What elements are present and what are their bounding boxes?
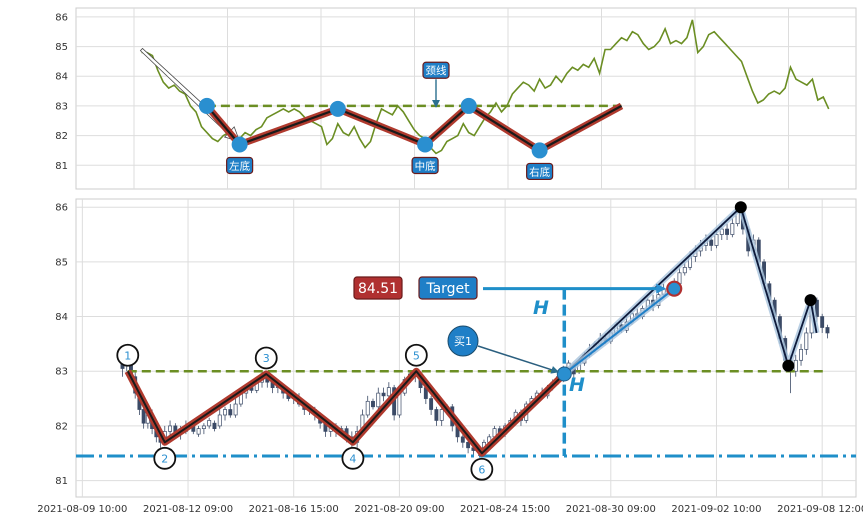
bottom-x-tick-label: 2021-08-16 15:00 (249, 504, 339, 515)
candle-body (233, 403, 238, 416)
bottom-pattern-line-inner (126, 370, 565, 455)
pattern-point-circle (116, 343, 140, 367)
pattern-point-label: 4 (349, 453, 356, 466)
candle-body (196, 428, 201, 435)
pattern-point-label: 2 (161, 453, 168, 466)
bottom-y-tick-label: 82 (55, 421, 68, 432)
top-neckline-label: 颈线 (426, 64, 447, 77)
top-pattern-dot (417, 136, 434, 153)
top-bottom-label-box (526, 162, 554, 181)
bottom-y-tick-label: 86 (55, 203, 68, 214)
candle-body (381, 392, 386, 397)
candle-body (201, 425, 206, 430)
top-bottom-label-box (226, 156, 254, 175)
bottom-x-tick-label: 2021-08-12 09:00 (143, 504, 233, 515)
candle-body (793, 359, 798, 372)
pattern-point-circle (404, 343, 428, 367)
candle-body (814, 299, 819, 317)
top-pattern-dot (460, 97, 477, 114)
candle-body (168, 425, 173, 432)
candle-body (217, 414, 222, 427)
pattern-point-label: 3 (263, 352, 270, 365)
target-line (563, 287, 675, 375)
top-bottom-label: 中底 (415, 159, 436, 172)
buy-marker (447, 325, 479, 357)
top-bottom-label-box (411, 156, 439, 175)
bottom-x-tick-label: 2021-08-30 09:00 (566, 504, 656, 515)
target-value-box (353, 276, 403, 300)
top-y-tick-label: 82 (55, 131, 68, 142)
pattern-point-label: 1 (124, 349, 131, 362)
top-pattern-dot (231, 136, 248, 153)
candle-body (212, 422, 217, 430)
candle-body (439, 409, 444, 421)
target-box (418, 276, 478, 300)
candle-body (228, 409, 233, 416)
target-text: Target (425, 281, 470, 297)
candle-body (799, 349, 803, 361)
bottom-x-tick-label: 2021-08-09 10:00 (37, 504, 127, 515)
pattern-point-circle (153, 446, 177, 470)
pattern-point-label: 6 (478, 463, 485, 476)
bottom-x-tick-label: 2021-08-20 09:00 (354, 504, 444, 515)
bottom-y-tick-label: 81 (55, 476, 68, 487)
buy-arrow (477, 345, 560, 374)
candle-body (466, 441, 471, 449)
bottom-y-tick-label: 85 (55, 257, 68, 268)
target-dot (666, 280, 683, 297)
buy-label: 买1 (454, 335, 472, 348)
candle-body (725, 228, 730, 235)
target-value-label: 84.51 (358, 281, 398, 297)
candle-body (460, 436, 465, 443)
top-bottom-label: 右底 (529, 165, 550, 178)
top-y-tick-label: 85 (55, 42, 68, 53)
height-label-upper: H (533, 297, 549, 319)
pattern-point-circle (470, 457, 494, 481)
breakout-dot (556, 366, 572, 382)
candle-body (714, 234, 719, 246)
height-label-lower: H (569, 374, 585, 396)
pattern-point-circle (341, 446, 365, 470)
bottom-y-tick-label: 83 (55, 367, 68, 378)
candle-body (825, 327, 830, 334)
candle-body (371, 400, 375, 408)
pattern-point-circle (254, 346, 278, 370)
top-neckline-label-box (422, 61, 450, 79)
candle-body (429, 398, 434, 410)
top-bottom-label: 左底 (229, 159, 250, 172)
top-pattern-dot (198, 97, 215, 114)
candle-body (820, 316, 825, 328)
candle-body (376, 392, 381, 408)
peak-dot (734, 201, 747, 214)
top-y-tick-label: 81 (55, 161, 68, 172)
peak-dot (804, 294, 817, 307)
candle-body (386, 387, 391, 397)
top-pattern-dot (531, 142, 548, 159)
candle-body (730, 223, 735, 235)
candle-body (709, 239, 714, 246)
candle-body (223, 409, 227, 416)
peak-dot (782, 359, 795, 372)
bottom-x-tick-label: 2021-08-24 15:00 (460, 504, 550, 515)
bottom-x-tick-label: 2021-09-08 12:00 (777, 504, 863, 515)
candle-body (141, 409, 146, 424)
top-y-tick-label: 86 (55, 12, 68, 23)
pattern-point-label: 5 (413, 349, 420, 362)
candle-body (804, 332, 809, 350)
top-y-tick-label: 84 (55, 72, 68, 83)
candle-body (207, 420, 212, 427)
candle-body (682, 266, 687, 274)
candle-body (434, 409, 439, 421)
top-y-tick-label: 83 (55, 101, 68, 112)
top-pattern-dot (329, 100, 346, 117)
candle-body (365, 400, 370, 416)
bottom-y-tick-label: 84 (55, 312, 68, 323)
bottom-x-tick-label: 2021-09-02 10:00 (671, 504, 761, 515)
